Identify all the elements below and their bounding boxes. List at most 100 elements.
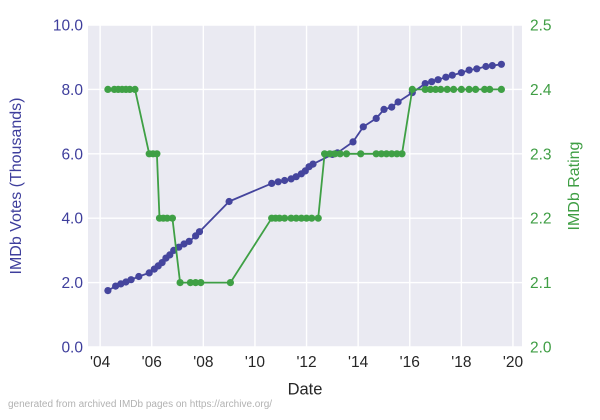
rating-point [197, 279, 205, 287]
rating-point [326, 150, 334, 158]
votes-point [394, 98, 402, 106]
votes-point [309, 160, 317, 168]
y-right-tick-label: 2.5 [530, 18, 552, 35]
votes-point [482, 62, 490, 71]
votes-point [145, 269, 153, 277]
x-tick-label: '10 [245, 354, 266, 371]
x-tick-label: '20 [503, 354, 524, 371]
rating-point [314, 214, 322, 222]
x-tick-label: '18 [451, 354, 471, 371]
rating-point [497, 85, 505, 93]
x-tick-label: '16 [400, 354, 420, 371]
votes-point [448, 71, 456, 79]
rating-point [308, 214, 316, 222]
votes-point [349, 138, 357, 146]
rating-point [432, 85, 440, 93]
votes-point [488, 62, 496, 70]
votes-point [135, 272, 143, 281]
votes-point [185, 237, 193, 245]
votes-point [465, 66, 473, 74]
y-left-tick-label: 8.0 [61, 82, 83, 99]
votes-point [281, 176, 289, 185]
rating-point [226, 279, 234, 287]
rating-point [357, 150, 365, 158]
rating-point [292, 214, 300, 222]
rating-point [186, 279, 194, 287]
votes-point [268, 179, 276, 187]
rating-point [297, 214, 305, 222]
y-right-tick-label: 2.2 [530, 211, 552, 228]
votes-point [195, 228, 204, 236]
rating-point [302, 214, 311, 222]
data-series [104, 60, 505, 295]
rating-point [481, 85, 489, 93]
rating-point [287, 214, 295, 222]
votes-point [175, 243, 183, 251]
rating-point [104, 85, 112, 93]
rating-point [342, 150, 351, 158]
rating-point [450, 85, 458, 93]
rating-point [153, 150, 161, 158]
rating-point [372, 150, 380, 158]
rating-point [393, 150, 401, 158]
rating-point [443, 85, 451, 93]
y-left-tick-label: 4.0 [61, 211, 83, 228]
rating-point [131, 85, 139, 93]
y-right-tick-label: 2.1 [530, 275, 552, 292]
rating-point [126, 85, 134, 93]
rating-point [336, 150, 344, 158]
rating-point [426, 85, 434, 93]
y-axis-label-right: IMDb Rating [566, 141, 583, 231]
y-right-tick-label: 2.3 [530, 146, 552, 163]
x-tick-label: '08 [193, 354, 213, 371]
votes-point [388, 103, 396, 111]
rating-point [398, 150, 406, 158]
votes-point [127, 276, 135, 284]
x-tick-label: '12 [296, 354, 316, 371]
tick-labels: 10.0 8.0 6.0 4.0 2.0 0.0 2.5 2.4 2.3 2.2 2.1 2.0 '04… [53, 18, 552, 372]
rating-point [382, 150, 391, 158]
votes-point [225, 197, 233, 206]
x-axis-label: Date [287, 380, 323, 399]
votes-point [457, 69, 465, 77]
source-caption: generated from archived IMDb pages on ht… [8, 399, 273, 410]
y-left-tick-label: 2.0 [61, 275, 83, 292]
y-left-tick-label: 6.0 [61, 146, 83, 163]
rating-point [408, 85, 416, 93]
votes-point [442, 73, 450, 81]
rating-point [281, 214, 289, 222]
rating-point [465, 85, 473, 93]
rating-point [275, 214, 284, 222]
y-axis-label-left: IMDb Votes (Thousands) [8, 97, 25, 275]
votes-point [497, 60, 505, 68]
votes-point [421, 80, 429, 88]
plot-background [88, 25, 522, 347]
votes-point [380, 105, 388, 113]
x-tick-label: '06 [142, 354, 162, 371]
rating-point [192, 279, 200, 287]
y-left-tick-label: 0.0 [61, 340, 83, 357]
rating-point [331, 150, 339, 158]
rating-point [421, 85, 429, 93]
votes-point [372, 114, 380, 122]
votes-point [434, 76, 442, 84]
x-tick-label: '04 [90, 354, 111, 371]
y-right-tick-label: 2.0 [530, 340, 552, 357]
rating-point [377, 150, 385, 158]
votes-point [104, 287, 112, 295]
y-left-tick-label: 10.0 [53, 18, 84, 35]
rating-point [457, 85, 465, 93]
rating-point [486, 85, 494, 93]
votes-point [359, 123, 367, 131]
rating-point [176, 279, 184, 287]
rating-point [437, 85, 445, 93]
votes-point [428, 78, 436, 86]
votes-point [473, 65, 481, 73]
rating-point [472, 85, 480, 93]
votes-point [274, 178, 282, 186]
rating-point [163, 214, 171, 222]
rating-point [168, 214, 176, 222]
rating-point [321, 150, 329, 158]
